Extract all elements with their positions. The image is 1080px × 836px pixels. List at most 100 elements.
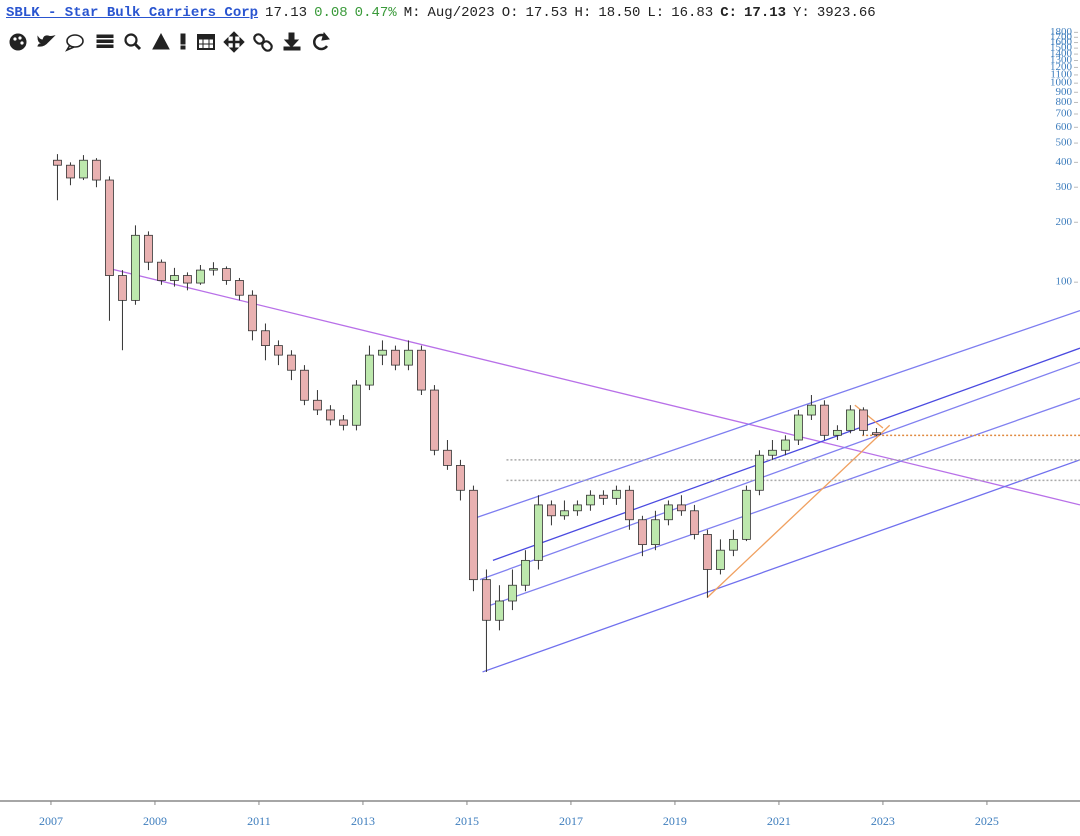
candle-body [482,579,491,621]
y-tick-label: 1400 [1050,48,1073,60]
period-label: M: [403,5,421,21]
candle-body [521,559,530,586]
candle-body [547,504,556,517]
x-tick-label: 2025 [975,814,999,828]
calendar-icon[interactable] [197,34,215,50]
candle-body [53,159,62,166]
change-pct: 0.47% [354,5,397,21]
y-tick-label: 300 [1056,181,1073,193]
candle-body [66,164,75,179]
toolbar [9,31,330,53]
candle-body [274,345,283,356]
x-tick-label: 2019 [663,814,687,828]
y-tick-label: 900 [1056,86,1073,98]
candle-body [196,269,205,284]
candle-body [768,449,777,456]
candle-body [573,504,582,512]
candle-body [404,349,413,366]
candle-body [339,419,348,426]
candle-body [807,404,816,416]
candle-body [183,275,192,284]
candle-body [417,349,426,391]
link-icon[interactable] [253,33,274,53]
candle-body [92,159,101,181]
candle-body [846,409,855,431]
candle-body [820,404,829,436]
list-icon[interactable] [96,34,114,48]
candle-body [313,399,322,411]
candle-body [599,494,608,499]
y-tick-label: 1700 [1050,31,1073,43]
candle-body [664,504,673,521]
candle-body [144,234,153,263]
close-label: C: [720,5,738,21]
y-tick-label: 100 [1056,276,1073,288]
twitter-icon[interactable] [37,35,56,47]
candle-body [716,549,725,570]
search-icon[interactable] [124,33,142,51]
open: 17.53 [525,5,568,21]
candle-body [833,429,842,436]
candle-body [651,519,660,546]
palette-icon[interactable] [9,33,27,51]
trendline [490,397,1080,606]
alert-icon[interactable] [180,33,186,50]
y-tick-label: 600 [1056,121,1073,133]
change: 0.08 [314,5,348,21]
y-tick-label: 1300 [1050,54,1073,66]
x-tick-label: 2021 [767,814,791,828]
x-tick-label: 2013 [351,814,375,828]
y-tick-label: 1600 [1050,36,1073,48]
candle-body [105,179,114,276]
y-tick-label: 500 [1056,137,1073,149]
trendline [706,424,891,599]
candle-body [222,268,231,281]
y-tick-label: 1800 [1050,26,1073,38]
candle-body [690,510,699,535]
ticker-link[interactable]: SBLK - Star Bulk Carriers Corp [6,5,259,21]
triangle-icon[interactable] [152,32,170,50]
candle-body [534,504,543,561]
candle-body [625,489,634,521]
candle-body [209,268,218,271]
candle-body [586,494,595,506]
move-icon[interactable] [223,31,245,53]
refresh-icon[interactable] [313,31,330,51]
candle-body [326,409,335,421]
candle-body [638,519,647,546]
candle-body [261,330,270,347]
candle-body [430,389,439,451]
candle-body [287,354,296,371]
candle-body [703,534,712,570]
y-tick-label: 1100 [1050,68,1072,80]
candle-body [352,384,361,426]
x-tick-label: 2007 [39,814,63,828]
y-tick-label: 1500 [1050,42,1073,54]
trendline [109,267,1080,506]
x-tick-label: 2009 [143,814,167,828]
last-price: 17.13 [265,5,308,21]
candle-body [118,275,127,301]
candle-body [495,600,504,621]
candle-body [170,275,179,281]
candle-body [391,349,400,366]
candle-body [794,414,803,441]
trendline [482,459,1080,673]
candle-body [859,409,868,431]
comment-icon[interactable] [65,34,84,52]
candle-body [248,294,257,332]
candles [53,154,881,672]
low-label: L: [647,5,665,21]
trendline [854,404,884,429]
y-value: 3923.66 [816,5,876,21]
y-tick-label: 1200 [1050,61,1073,73]
candle-body [469,489,478,581]
candle-body [781,439,790,451]
download-icon[interactable] [283,32,301,51]
y-tick-label: 200 [1056,216,1073,228]
candle-body [508,584,517,602]
candle-body [443,449,452,466]
candle-body [79,159,88,179]
